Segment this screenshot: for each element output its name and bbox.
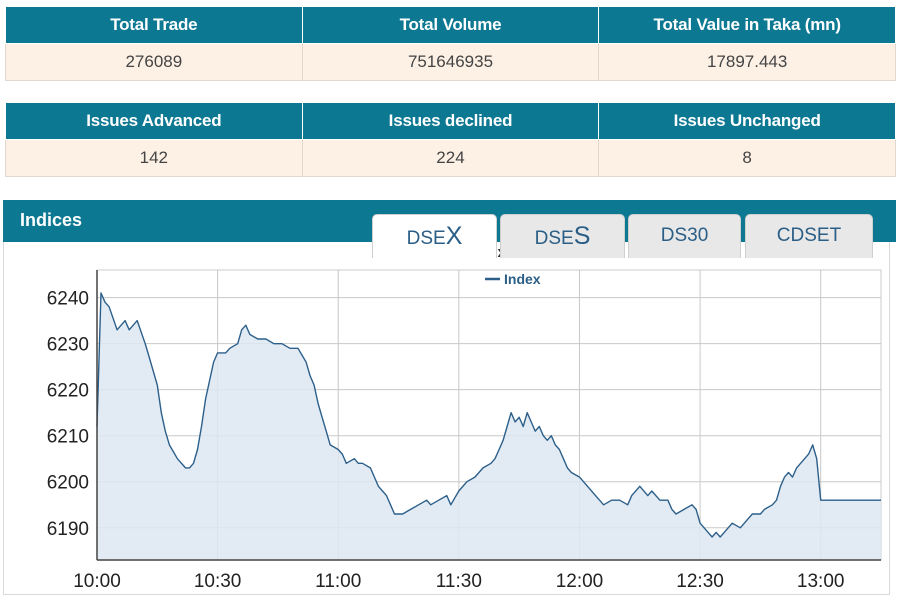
tab-dsex-label: DSE [406,228,446,249]
issues-advanced-value: 142 [5,139,303,177]
tab-dses-label: DSE [534,228,574,249]
issues-declined-header: Issues declined [301,102,600,140]
tab-ds30-label: DS30 [660,225,709,246]
total-volume-header: Total Volume [301,6,600,44]
tab-ds30[interactable]: DS30 [628,214,741,258]
total-value-header: Total Value in Taka (mn) [598,6,896,44]
series-line [96,292,881,538]
total-trade-header: Total Trade [5,6,303,44]
total-value-value: 17897.443 [598,43,896,81]
indices-panel: Indices 6190 6200 6210 6220 6230 6240 10:00 10:… [3,200,896,596]
tab-cdset[interactable]: CDSET [745,214,873,258]
y-tick-label: 6230 [47,335,89,356]
total-volume-value: 751646935 [301,43,600,81]
tab-cdset-label: CDSET [776,225,842,246]
issues-table: Issues Advanced Issues declined Issues U… [5,102,896,177]
x-tick-label: 11:30 [436,571,482,592]
legend-label: Index [504,271,541,287]
x-tick-label: 13:00 [797,571,845,592]
index-chart: 6190 6200 6210 6220 6230 6240 10:00 10:30 11:00 1… [47,244,882,592]
tab-dses-label-big: S [573,222,591,250]
issues-unchanged-value: 8 [598,139,896,177]
issues-declined-value: 224 [301,139,600,177]
tab-dsex-label-big: X [445,222,463,250]
chart-area: 6190 6200 6210 6220 6230 6240 10:00 10:30 11:00 1… [3,242,890,595]
x-tick-label: 10:00 [73,571,121,592]
y-tick-label: 6200 [47,473,89,494]
total-trade-value: 276089 [5,43,303,81]
tab-dses[interactable]: DSES [500,214,625,258]
market-summary-table: Total Trade Total Volume Total Value in … [5,6,896,81]
issues-advanced-header: Issues Advanced [5,102,303,140]
series-area [97,293,881,560]
x-tick-label: 11:00 [315,571,361,592]
indices-title: Indices [20,210,83,230]
y-tick-label: 6210 [47,427,89,448]
issues-unchanged-header: Issues Unchanged [598,102,896,140]
y-tick-label: 6220 [47,381,89,402]
tab-dsex[interactable]: DSEX [372,214,497,258]
x-tick-label: 10:30 [194,571,242,592]
x-tick-label: 12:30 [676,571,724,592]
y-tick-label: 6190 [47,519,89,540]
x-tick-label: 12:00 [556,571,604,592]
y-tick-label: 6240 [47,289,89,310]
